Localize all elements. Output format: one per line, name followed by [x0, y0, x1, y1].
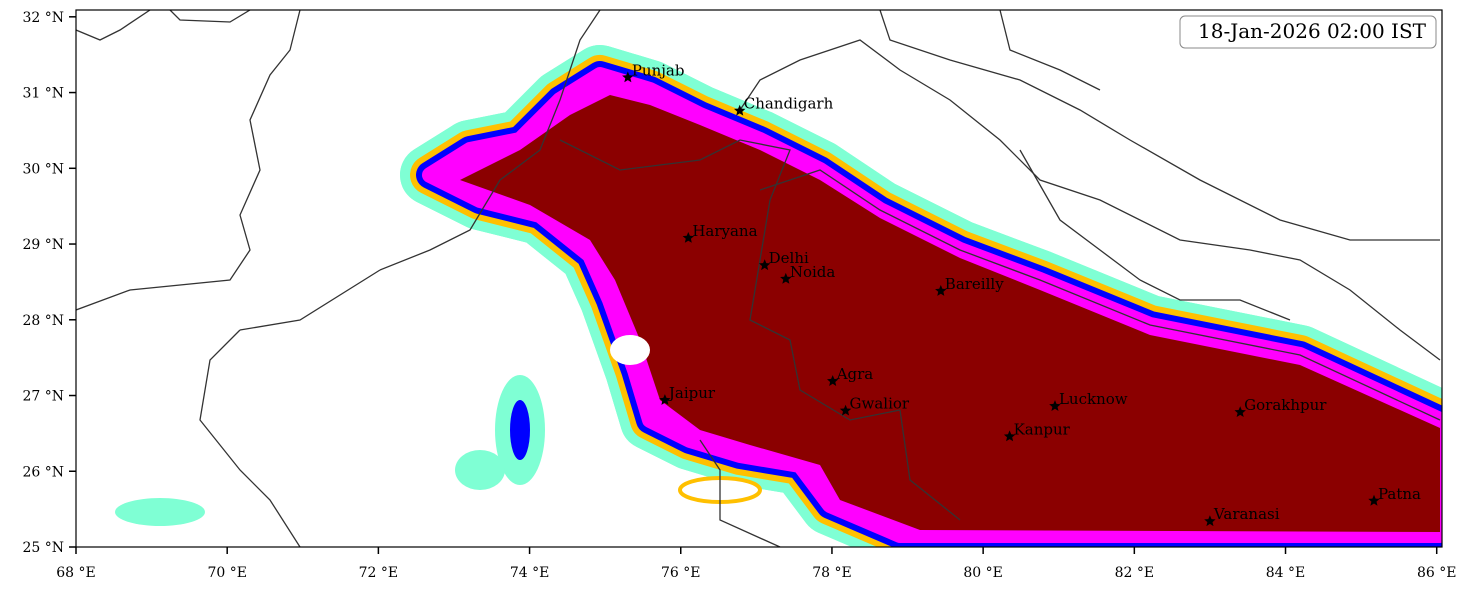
city-label: Kanpur	[1014, 420, 1071, 438]
timestamp-box	[1179, 15, 1437, 49]
x-tick-label: 76 °E	[661, 565, 700, 581]
x-tick-label: 78 °E	[812, 565, 851, 581]
city-marker	[1003, 430, 1016, 442]
x-tick-label: 74 °E	[510, 565, 549, 581]
city-label: Punjab	[632, 61, 685, 79]
city-marker	[1204, 515, 1216, 527]
city-marker	[659, 394, 671, 405]
city-marker	[935, 285, 947, 296]
city-label: Gwalior	[850, 395, 910, 413]
city-label: Chandigarh	[744, 95, 834, 113]
city-label: Delhi	[769, 249, 809, 267]
x-tick-label: 72 °E	[359, 565, 398, 581]
y-tick-label: 26 °N	[22, 464, 64, 480]
timestamp: 18-Jan-2026 02:00 IST	[1198, 19, 1427, 43]
borders	[76, 10, 1441, 547]
city-label: Bareilly	[945, 275, 1004, 293]
city-label: Agra	[836, 365, 874, 383]
x-tick-label: 82 °E	[1115, 565, 1154, 581]
city-marker	[1368, 494, 1380, 506]
city-marker	[839, 404, 852, 416]
fog-field	[76, 10, 1442, 547]
city-marker	[780, 272, 792, 284]
plot-frame	[75, 9, 1443, 548]
y-tick-label: 27 °N	[22, 389, 64, 405]
x-tick-label: 84 °E	[1266, 565, 1305, 581]
fog-hole	[610, 335, 650, 365]
city-label: Varanasi	[1213, 505, 1280, 523]
city-marker	[1049, 400, 1061, 411]
city-marker	[759, 259, 771, 271]
city-label: Haryana	[692, 222, 757, 240]
city-marker	[622, 71, 634, 83]
fog-dense	[460, 95, 1440, 532]
y-tick-label: 32 °N	[22, 10, 64, 26]
city-marker	[734, 104, 746, 116]
x-tick-label: 68 °E	[56, 565, 95, 581]
city-label: Jaipur	[667, 384, 716, 402]
city-label: Gorakhpur	[1244, 396, 1327, 414]
fog-patch	[510, 400, 530, 460]
x-tick-label: 86 °E	[1417, 565, 1456, 581]
city-label: Lucknow	[1059, 390, 1128, 408]
fog-patch	[455, 450, 505, 490]
y-tick-label: 31 °N	[22, 86, 64, 102]
city-marker	[1234, 406, 1246, 417]
city-marker	[827, 375, 839, 386]
y-tick-label: 30 °N	[22, 161, 64, 177]
y-tick-label: 29 °N	[22, 237, 64, 253]
city-marker	[682, 232, 694, 243]
y-tick-label: 28 °N	[22, 313, 64, 329]
x-tick-label: 80 °E	[963, 565, 1002, 581]
x-tick-label: 70 °E	[207, 565, 246, 581]
city-label: Patna	[1378, 485, 1421, 503]
y-tick-label: 25 °N	[22, 540, 64, 556]
city-label: Noida	[790, 263, 836, 281]
fog-patch	[115, 498, 205, 526]
